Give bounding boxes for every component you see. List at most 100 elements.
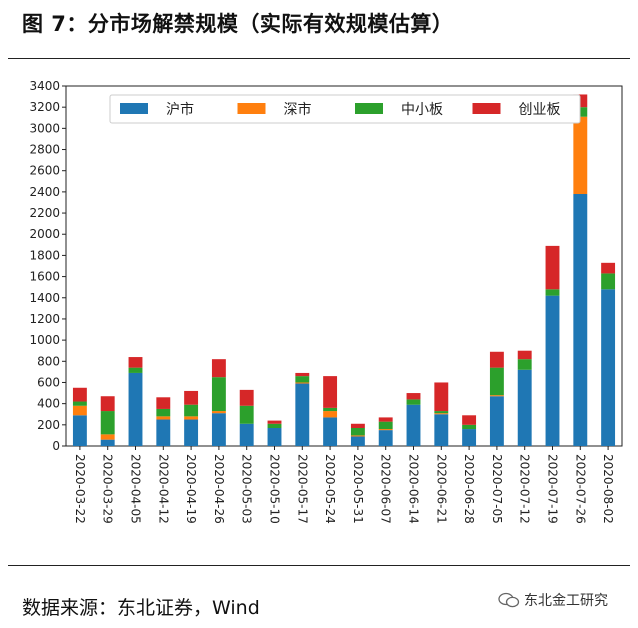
bar-segment bbox=[601, 289, 616, 446]
x-tick-label: 2020-05-10 bbox=[268, 454, 282, 524]
legend-box bbox=[109, 94, 581, 124]
bar-segment bbox=[323, 411, 338, 418]
bar-segment bbox=[434, 382, 449, 412]
y-tick-label: 0 bbox=[52, 439, 60, 453]
bar-segment bbox=[489, 351, 504, 368]
watermark-label: 东北金工研究 bbox=[524, 593, 608, 609]
bottom-rule bbox=[8, 565, 630, 566]
legend-swatch bbox=[237, 103, 266, 114]
x-tick-label: 2020-05-31 bbox=[351, 454, 365, 524]
x-tick-label: 2020-07-26 bbox=[573, 454, 587, 524]
x-tick-label: 2020-08-02 bbox=[601, 454, 615, 524]
x-tick-label: 2020-04-26 bbox=[212, 454, 226, 524]
bar-segment bbox=[462, 415, 477, 425]
bar-segment bbox=[72, 387, 87, 402]
stacked-bar-chart: 0 200 400 600 800 1000 1200 1400 1600 1800 2000 220… bbox=[29, 79, 623, 524]
y-tick-label: 1800 bbox=[29, 248, 60, 262]
bar-segment bbox=[545, 245, 560, 290]
x-tick-label: 2020-06-14 bbox=[407, 454, 421, 524]
legend-label: 中小板 bbox=[401, 102, 443, 118]
bar-segment bbox=[462, 429, 477, 446]
bar-segment bbox=[517, 369, 532, 446]
bar-segment bbox=[239, 423, 254, 446]
bar-segment bbox=[350, 435, 365, 437]
bar-segment bbox=[211, 411, 226, 414]
bar-segment bbox=[211, 359, 226, 378]
bar-segment bbox=[267, 428, 282, 446]
x-tick-label: 2020-03-22 bbox=[73, 454, 87, 524]
bar-segment bbox=[434, 414, 449, 446]
legend-label: 深市 bbox=[284, 101, 312, 118]
bar-segment bbox=[545, 289, 560, 296]
y-tick-label: 1600 bbox=[29, 270, 60, 284]
x-tick-label: 2020-06-28 bbox=[462, 454, 476, 524]
top-rule bbox=[8, 58, 630, 59]
bar-segment bbox=[295, 376, 310, 383]
bar-segment bbox=[434, 411, 449, 414]
bar-segment bbox=[128, 372, 143, 446]
bar-segment bbox=[100, 411, 115, 435]
bar-segment bbox=[184, 416, 199, 420]
bar-segment bbox=[434, 413, 449, 415]
bar-segment bbox=[350, 428, 365, 436]
legend-label: 沪市 bbox=[166, 101, 194, 118]
legend-swatch bbox=[120, 103, 148, 114]
bar-segment bbox=[156, 408, 171, 417]
bar-segment bbox=[378, 421, 393, 430]
bar-segment bbox=[489, 395, 504, 397]
bar-segment bbox=[323, 407, 338, 412]
x-tick-label: 2020-07-19 bbox=[546, 454, 560, 524]
bar-segment bbox=[239, 389, 254, 406]
bar-segment bbox=[267, 423, 282, 428]
bar-segment bbox=[211, 413, 226, 446]
watermark: 东北金工研究 bbox=[498, 590, 608, 610]
x-tick-label: 2020-06-21 bbox=[434, 454, 448, 524]
bar-segment bbox=[545, 295, 560, 446]
bar-segment bbox=[156, 397, 171, 409]
bar-segment bbox=[72, 415, 87, 446]
x-tick-label: 2020-07-12 bbox=[518, 454, 532, 524]
y-tick-label: 2000 bbox=[29, 227, 60, 241]
y-tick-label: 3400 bbox=[29, 79, 60, 93]
bar-segment bbox=[128, 367, 143, 373]
bar-segment bbox=[100, 434, 115, 440]
bar-segment bbox=[601, 262, 616, 274]
bar-segment bbox=[72, 401, 87, 406]
y-tick-label: 200 bbox=[37, 418, 60, 432]
bar-segment bbox=[156, 416, 171, 420]
bar-segment bbox=[406, 404, 421, 446]
bar-segment bbox=[323, 417, 338, 446]
bar-segment bbox=[517, 350, 532, 360]
x-tick-label: 2020-05-24 bbox=[323, 454, 337, 524]
x-tick-label: 2020-04-19 bbox=[184, 454, 198, 524]
x-tick-label: 2020-05-03 bbox=[240, 454, 254, 524]
x-tick-label: 2020-04-05 bbox=[129, 454, 143, 524]
bar-segment bbox=[100, 396, 115, 412]
bar-segment bbox=[184, 404, 199, 417]
bar-segment bbox=[406, 393, 421, 400]
bar-segment bbox=[350, 423, 365, 428]
bar-segment bbox=[462, 424, 477, 430]
legend-label: 创业板 bbox=[519, 102, 561, 118]
bar-segment bbox=[100, 439, 115, 446]
bar-segment bbox=[573, 194, 588, 446]
bar-segment bbox=[239, 405, 254, 424]
bar-segment bbox=[601, 273, 616, 290]
legend-swatch bbox=[472, 103, 501, 114]
bar-segment bbox=[489, 396, 504, 446]
bar-segment bbox=[378, 429, 393, 431]
source-note: 数据来源：东北证券，Wind bbox=[22, 597, 260, 619]
bar-segment bbox=[267, 420, 282, 424]
y-tick-label: 2200 bbox=[29, 206, 60, 220]
y-tick-label: 1000 bbox=[29, 333, 60, 347]
bar-segment bbox=[211, 377, 226, 412]
bar-segment bbox=[128, 357, 143, 368]
x-tick-label: 2020-03-29 bbox=[101, 454, 115, 524]
bar-segment bbox=[406, 399, 421, 405]
bar-segment bbox=[489, 367, 504, 396]
y-tick-label: 400 bbox=[37, 397, 60, 411]
bar-segment bbox=[378, 417, 393, 422]
x-tick-label: 2020-05-17 bbox=[295, 454, 309, 524]
x-tick-label: 2020-04-12 bbox=[156, 454, 170, 524]
bar-segment bbox=[295, 383, 310, 446]
